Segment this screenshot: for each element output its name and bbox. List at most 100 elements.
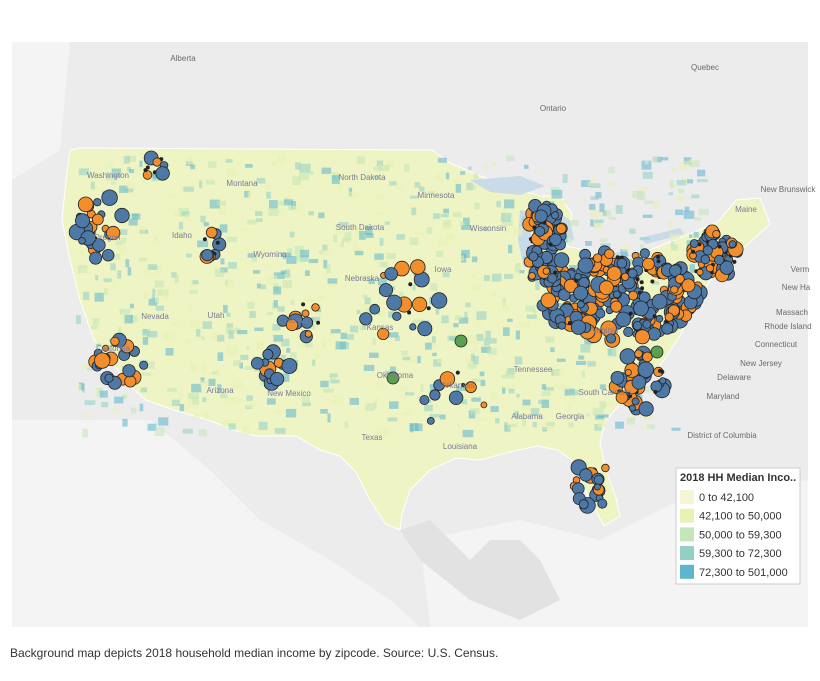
income-patch (451, 332, 458, 337)
income-patch (522, 417, 527, 427)
income-patch (120, 238, 127, 244)
location-marker (606, 333, 617, 344)
income-patch (360, 303, 371, 312)
income-patch (599, 384, 606, 390)
income-patch (209, 199, 220, 209)
location-marker (553, 252, 570, 268)
income-patch (471, 256, 478, 263)
income-patch (386, 252, 396, 260)
income-patch (378, 164, 390, 172)
income-patch (532, 309, 537, 316)
map-label: Verm (791, 265, 810, 274)
income-patch (506, 155, 515, 162)
income-patch (576, 360, 586, 365)
income-patch (447, 335, 457, 341)
income-patch (476, 311, 487, 320)
income-patch (155, 305, 164, 311)
income-patch (89, 173, 93, 181)
location-marker (728, 240, 737, 249)
income-patch (404, 164, 410, 172)
income-patch (693, 231, 699, 238)
income-patch (504, 227, 510, 234)
income-patch (266, 398, 276, 405)
income-patch (566, 403, 571, 412)
income-patch (553, 384, 559, 389)
map-label: Rhode Island (764, 322, 811, 331)
location-marker (359, 312, 373, 326)
income-patch (496, 200, 501, 208)
location-marker (642, 257, 655, 271)
income-patch (214, 268, 225, 277)
income-patch (118, 327, 122, 335)
income-patch (608, 166, 615, 174)
location-marker (419, 394, 430, 405)
income-patch (309, 171, 314, 175)
income-patch (462, 429, 474, 438)
income-patch (470, 284, 481, 291)
income-patch (154, 280, 164, 288)
income-patch (458, 317, 469, 324)
income-patch (198, 335, 202, 339)
income-patch (597, 419, 607, 428)
income-patch (179, 404, 185, 412)
income-patch (305, 270, 310, 276)
income-patch (414, 182, 421, 188)
income-patch (501, 374, 508, 378)
income-patch (334, 241, 338, 247)
income-patch (246, 395, 253, 401)
income-patch (346, 334, 354, 340)
income-patch (443, 208, 449, 214)
income-patch (615, 205, 623, 214)
income-patch (114, 396, 124, 404)
location-marker (639, 280, 644, 285)
location-marker (573, 285, 589, 301)
income-patch (384, 221, 390, 225)
income-patch (120, 229, 128, 235)
income-patch (562, 174, 568, 183)
location-marker (102, 344, 110, 352)
income-patch (308, 259, 319, 264)
location-marker (426, 416, 435, 425)
income-patch (99, 390, 108, 398)
income-patch (232, 380, 243, 389)
income-patch (75, 315, 81, 325)
income-patch (124, 188, 134, 193)
income-patch (77, 384, 82, 392)
location-marker (576, 300, 585, 309)
income-patch (139, 403, 144, 412)
location-marker (651, 293, 668, 310)
income-patch (124, 314, 133, 324)
income-patch (460, 171, 466, 175)
income-patch (587, 361, 596, 367)
income-patch (104, 288, 108, 295)
income-patch (311, 316, 320, 323)
location-marker (78, 237, 86, 245)
income-patch (189, 289, 198, 294)
income-patch (437, 360, 444, 363)
mexico (400, 520, 560, 620)
income-patch (333, 234, 338, 242)
income-patch (200, 215, 206, 223)
income-patch (594, 219, 604, 224)
income-patch (286, 348, 291, 353)
income-patch (132, 213, 141, 220)
income-patch (304, 297, 315, 303)
location-marker (650, 279, 655, 284)
income-patch (581, 180, 591, 187)
income-patch (350, 325, 359, 333)
income-patch (615, 421, 624, 429)
income-patch (697, 179, 708, 183)
income-patch (260, 380, 267, 386)
income-patch (455, 184, 461, 193)
income-patch (247, 191, 253, 199)
income-patch (389, 181, 397, 186)
income-patch (442, 272, 450, 278)
income-patch (226, 280, 235, 289)
income-patch (417, 356, 421, 364)
income-patch (513, 271, 520, 278)
income-patch (299, 173, 310, 181)
income-patch (599, 203, 605, 213)
location-marker (377, 327, 390, 340)
income-patch (331, 175, 340, 184)
